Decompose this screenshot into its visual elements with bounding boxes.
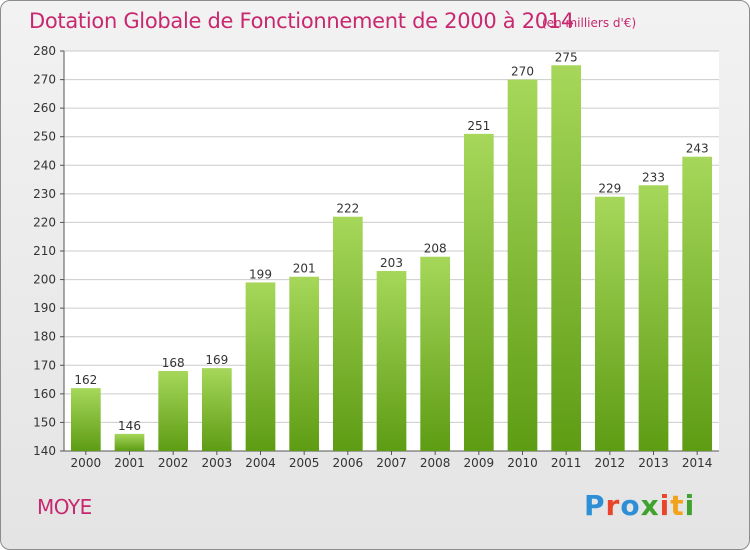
y-tick-label: 220: [33, 215, 56, 229]
data-label: 169: [205, 353, 228, 367]
logo-letter: r: [605, 489, 621, 522]
logo-letter: t: [670, 489, 685, 522]
bar: [245, 282, 276, 451]
data-label: 243: [686, 142, 709, 156]
bar: [594, 196, 625, 451]
chart-title: Dotation Globale de Fonctionnement de 20…: [29, 9, 574, 33]
bar: [201, 368, 232, 451]
y-tick-label: 170: [33, 358, 56, 372]
x-tick-label: 2000: [71, 456, 102, 470]
x-tick-label: 2010: [507, 456, 538, 470]
data-label: 208: [424, 242, 447, 256]
data-label: 201: [293, 262, 316, 276]
logo-letter: P: [584, 489, 606, 522]
bar: [638, 185, 669, 452]
logo-letter: i: [684, 489, 696, 522]
bar: [158, 371, 189, 451]
x-tick-label: 2006: [333, 456, 364, 470]
y-tick-label: 150: [33, 415, 56, 429]
y-tick-label: 140: [33, 444, 56, 458]
logo-letter: i: [659, 489, 671, 522]
bar: [551, 65, 582, 452]
commune-name: MOYE: [37, 495, 92, 519]
x-tick-label: 2007: [376, 456, 407, 470]
y-tick-label: 250: [33, 130, 56, 144]
bar: [507, 79, 538, 452]
y-tick-label: 180: [33, 330, 56, 344]
chart-subtitle: (en milliers d'€): [542, 16, 637, 30]
x-tick-label: 2008: [420, 456, 451, 470]
y-tick-label: 210: [33, 244, 56, 258]
y-tick-label: 240: [33, 158, 56, 172]
x-tick-label: 2002: [158, 456, 189, 470]
x-tick-label: 2001: [114, 456, 145, 470]
logo-letter: o: [620, 489, 641, 522]
y-tick-label: 200: [33, 273, 56, 287]
y-tick-label: 280: [33, 44, 56, 58]
bar: [332, 216, 363, 451]
bar: [682, 156, 713, 451]
x-tick-label: 2012: [595, 456, 626, 470]
data-label: 222: [336, 202, 359, 216]
bar: [289, 276, 320, 451]
x-tick-label: 2004: [245, 456, 276, 470]
y-tick-label: 270: [33, 73, 56, 87]
x-tick-label: 2005: [289, 456, 320, 470]
y-tick-label: 190: [33, 301, 56, 315]
bar: [376, 271, 407, 451]
data-label: 203: [380, 256, 403, 270]
y-tick-label: 160: [33, 387, 56, 401]
x-tick-label: 2011: [551, 456, 582, 470]
data-label: 162: [74, 373, 97, 387]
data-label: 199: [249, 267, 272, 281]
logo-letter: x: [640, 489, 660, 522]
data-label: 229: [598, 182, 621, 196]
bar: [463, 133, 494, 451]
x-tick-label: 2013: [638, 456, 669, 470]
x-tick-label: 2009: [464, 456, 495, 470]
data-label: 270: [511, 65, 534, 79]
data-label: 168: [162, 356, 185, 370]
y-tick-label: 230: [33, 187, 56, 201]
bar: [420, 256, 451, 451]
data-label: 233: [642, 170, 665, 184]
y-tick-label: 260: [33, 101, 56, 115]
x-tick-label: 2003: [202, 456, 233, 470]
proxiti-logo: Proxiti: [584, 489, 695, 522]
bar: [114, 433, 145, 451]
data-label: 146: [118, 419, 141, 433]
data-label: 275: [555, 50, 578, 64]
x-tick-label: 2014: [682, 456, 713, 470]
bar: [70, 388, 101, 451]
data-label: 251: [467, 119, 490, 133]
